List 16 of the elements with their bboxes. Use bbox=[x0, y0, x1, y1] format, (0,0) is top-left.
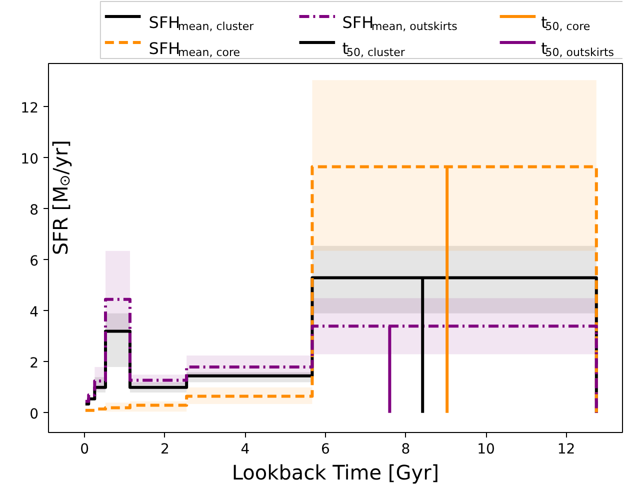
x-tick-label: 10 bbox=[477, 442, 495, 458]
x-tick-label: 12 bbox=[557, 442, 576, 458]
x-tick-label: 0 bbox=[80, 442, 90, 458]
y-axis-title: SFR [M⊙/yr] bbox=[48, 140, 74, 256]
x-axis-title: Lookback Time [Gyr] bbox=[232, 460, 440, 484]
x-tick-label: 8 bbox=[401, 442, 410, 458]
x-tick-label: 4 bbox=[240, 442, 250, 458]
y-tick-label: 0 bbox=[30, 406, 39, 422]
y-tick-label: 6 bbox=[30, 253, 39, 270]
y-tick-label: 2 bbox=[30, 355, 39, 372]
y-tick-label: 10 bbox=[20, 151, 39, 168]
x-tick-label: 6 bbox=[321, 442, 330, 458]
y-tick-label: 12 bbox=[20, 100, 39, 116]
y-tick-label: 4 bbox=[30, 304, 39, 320]
y-tick-label: 8 bbox=[30, 202, 39, 218]
x-tick-label: 2 bbox=[160, 442, 170, 458]
